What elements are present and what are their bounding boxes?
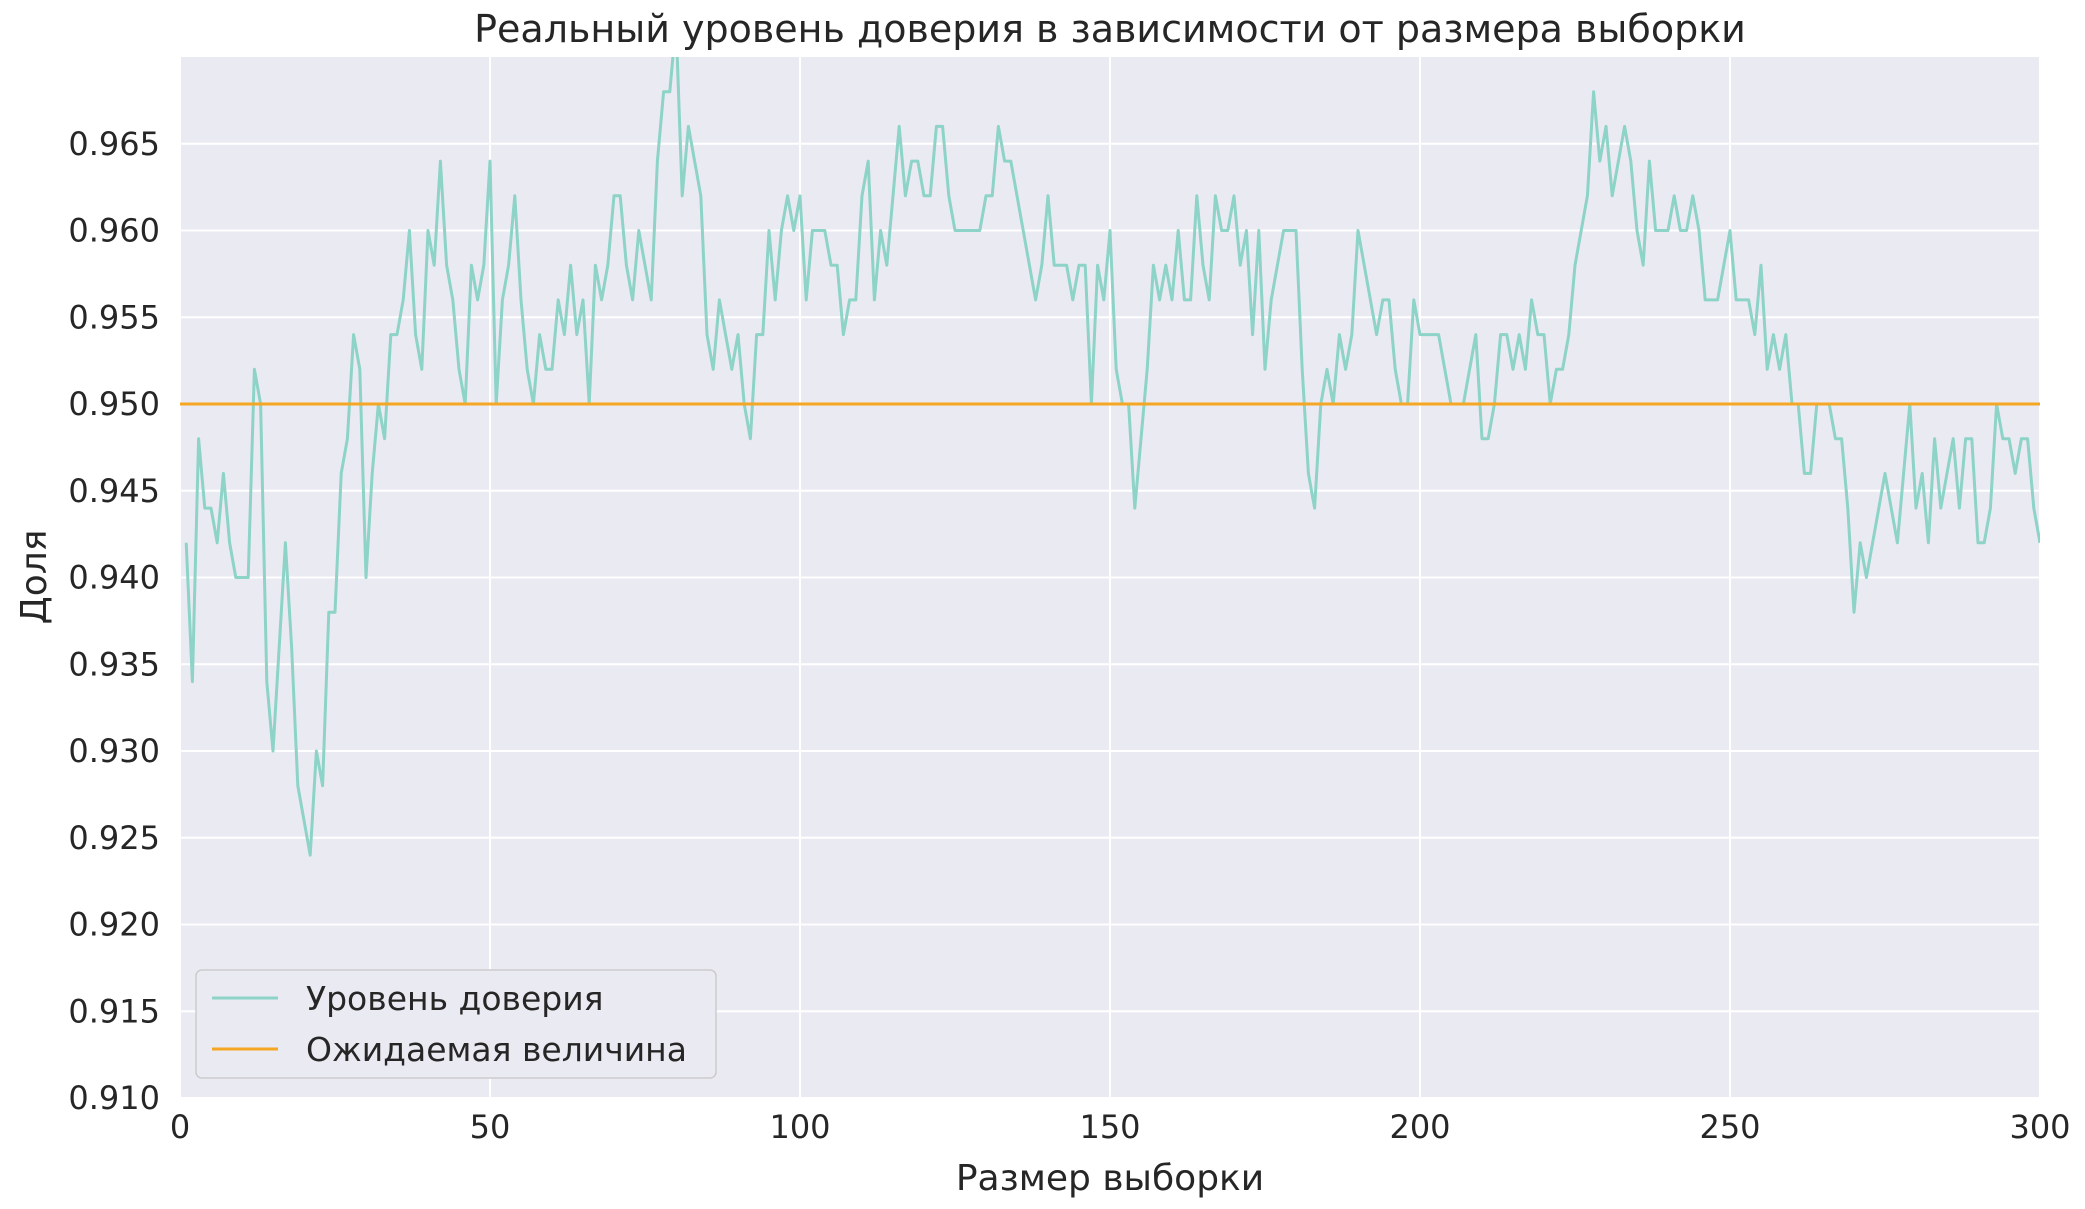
- y-tick-label: 0.945: [68, 472, 160, 510]
- x-tick-label: 50: [470, 1108, 511, 1146]
- y-tick-label: 0.920: [68, 906, 160, 944]
- y-tick-label: 0.950: [68, 385, 160, 423]
- y-tick-label: 0.955: [68, 298, 160, 336]
- x-tick-label: 200: [1389, 1108, 1450, 1146]
- y-tick-label: 0.940: [68, 559, 160, 597]
- legend-box: [195, 969, 717, 1079]
- x-tick-label: 100: [769, 1108, 830, 1146]
- y-tick-label: 0.930: [68, 732, 160, 770]
- legend: Уровень доверия Ожидаемая величина: [195, 969, 717, 1079]
- x-tick-label: 0: [170, 1108, 190, 1146]
- x-axis-label: Размер выборки: [956, 1158, 1264, 1199]
- y-axis-label: Доля: [14, 530, 55, 625]
- x-tick-label: 150: [1079, 1108, 1140, 1146]
- series-line-confidence: [184, 57, 2040, 857]
- legend-label-expected: Ожидаемая величина: [306, 1030, 687, 1069]
- ticks: 0 50 100 150 200 250 300 0.910 0.915 0.920 0.925 0.…: [68, 125, 2070, 1146]
- x-tick-label: 300: [2009, 1108, 2070, 1146]
- y-tick-label: 0.925: [68, 819, 160, 857]
- y-tick-label: 0.965: [68, 125, 160, 163]
- legend-label-confidence: Уровень доверия: [306, 979, 604, 1018]
- series-layer: [180, 57, 2040, 857]
- y-tick-label: 0.915: [68, 992, 160, 1030]
- y-tick-label: 0.960: [68, 212, 160, 250]
- x-tick-label: 250: [1699, 1108, 1760, 1146]
- chart-title: Реальный уровень доверия в зависимости о…: [474, 7, 1746, 51]
- y-tick-label: 0.935: [68, 645, 160, 683]
- y-tick-label: 0.910: [68, 1079, 160, 1117]
